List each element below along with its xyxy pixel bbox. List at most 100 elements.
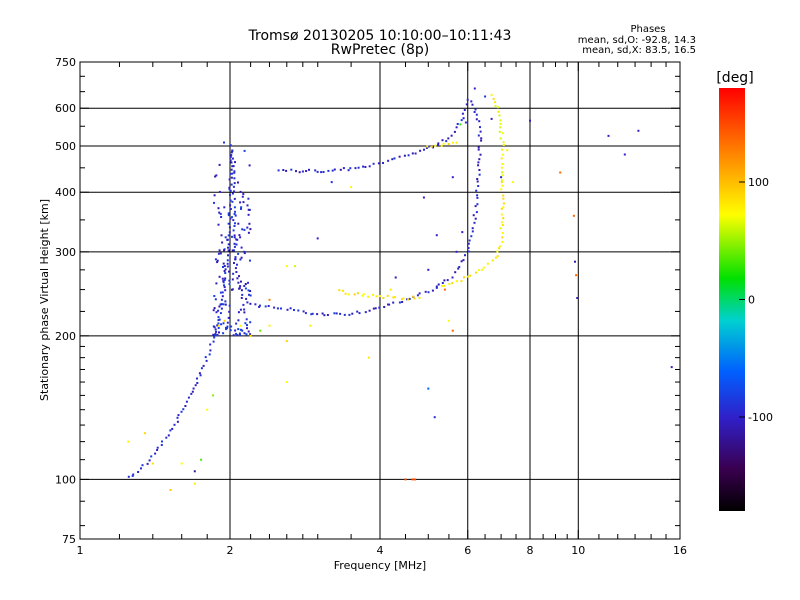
data-point <box>501 174 504 177</box>
data-point <box>222 262 225 265</box>
data-point <box>496 106 499 109</box>
data-point <box>362 293 365 296</box>
data-point <box>419 149 422 152</box>
data-point <box>208 353 211 356</box>
data-point <box>372 162 375 165</box>
data-point <box>234 161 236 164</box>
data-point <box>176 416 179 419</box>
data-point <box>224 300 227 303</box>
data-point <box>277 169 280 172</box>
data-point <box>476 180 479 183</box>
chart-subtitle: RwPretec (8p) <box>331 42 429 58</box>
data-point <box>243 285 246 287</box>
data-point <box>224 272 227 274</box>
data-point <box>200 458 203 461</box>
data-point <box>413 297 416 300</box>
data-point <box>233 177 236 180</box>
data-point <box>226 325 229 328</box>
data-point <box>230 154 233 157</box>
data-point <box>326 314 329 316</box>
data-point <box>264 305 267 308</box>
data-point <box>200 367 203 370</box>
data-point <box>240 256 243 259</box>
data-point <box>451 276 454 279</box>
data-point <box>308 168 310 171</box>
data-point <box>446 279 449 282</box>
data-point <box>310 313 313 316</box>
data-point <box>423 148 425 151</box>
data-point <box>231 157 234 160</box>
data-point <box>247 330 250 333</box>
data-point <box>196 377 198 380</box>
data-point <box>502 202 505 205</box>
data-point <box>367 356 370 359</box>
data-point <box>501 232 504 234</box>
data-point <box>425 146 428 149</box>
data-point <box>467 247 470 249</box>
data-point <box>464 121 467 124</box>
data-point <box>127 475 130 478</box>
data-point <box>323 314 326 317</box>
data-point <box>451 282 454 285</box>
data-point <box>386 294 389 297</box>
data-point <box>293 265 296 268</box>
data-point <box>229 199 232 202</box>
x-axis-ticks: 1 2 4 6 8 10 16 <box>77 62 687 557</box>
data-point <box>229 208 232 210</box>
data-point <box>213 326 216 329</box>
data-point <box>212 394 215 397</box>
data-point <box>322 171 325 173</box>
data-point <box>216 259 219 262</box>
data-point <box>460 260 463 263</box>
data-point <box>447 137 450 140</box>
data-point <box>154 452 157 455</box>
data-point <box>173 423 176 426</box>
data-point <box>499 119 502 122</box>
data-point <box>243 149 246 152</box>
data-point <box>422 196 425 199</box>
data-point <box>239 201 242 204</box>
data-point <box>574 260 576 263</box>
data-point <box>501 224 504 226</box>
data-point <box>500 207 503 210</box>
data-point <box>304 312 307 315</box>
data-point <box>233 170 236 173</box>
data-point <box>476 203 479 206</box>
data-point <box>243 332 246 335</box>
data-point <box>280 307 282 310</box>
data-point <box>227 243 230 246</box>
data-point <box>351 312 354 315</box>
data-point <box>230 168 233 171</box>
data-point <box>361 294 364 297</box>
data-point <box>473 111 476 113</box>
data-point <box>477 269 480 272</box>
data-point <box>230 176 233 179</box>
data-point <box>500 157 503 160</box>
data-point <box>199 374 202 377</box>
data-point <box>205 359 208 362</box>
data-point <box>455 126 458 129</box>
data-point <box>462 259 465 262</box>
data-point <box>185 400 188 403</box>
data-point <box>389 288 392 291</box>
data-point <box>475 113 478 116</box>
data-point <box>222 281 225 284</box>
data-point <box>223 319 226 322</box>
data-point <box>501 153 504 156</box>
data-point <box>330 181 333 184</box>
data-point <box>477 146 480 149</box>
data-point <box>500 213 503 216</box>
data-point <box>229 173 232 175</box>
data-point <box>243 250 246 253</box>
data-point <box>471 103 474 106</box>
data-point <box>498 245 501 248</box>
data-point <box>232 185 235 188</box>
data-point <box>244 283 247 285</box>
data-point <box>356 292 359 295</box>
data-point <box>167 434 170 437</box>
data-point <box>238 287 241 290</box>
data-point <box>234 210 236 213</box>
data-point <box>447 143 450 145</box>
data-point <box>234 256 237 259</box>
